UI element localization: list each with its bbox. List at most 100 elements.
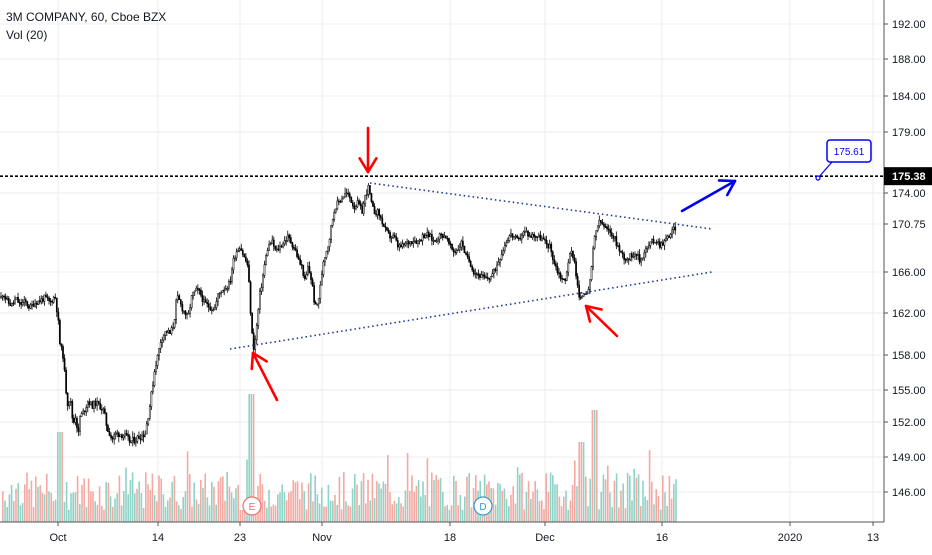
- candle-body: [322, 261, 325, 275]
- volume-bar: [101, 505, 103, 522]
- candle-body: [350, 197, 353, 203]
- volume-bar: [250, 394, 253, 522]
- candle-body: [97, 400, 100, 404]
- volume-bar: [378, 483, 380, 522]
- volume-bar: [263, 500, 266, 522]
- candle-body: [173, 319, 176, 328]
- candle-body: [406, 241, 408, 244]
- volume-bar: [283, 492, 286, 522]
- candle-body: [655, 241, 658, 244]
- volume-bar: [94, 501, 96, 522]
- earnings-badge[interactable]: E: [242, 496, 262, 516]
- candle-body: [54, 296, 57, 299]
- volume-bar: [268, 489, 270, 522]
- volume-bar: [48, 491, 50, 522]
- candle-body: [90, 401, 92, 405]
- volume-bar: [503, 488, 506, 522]
- volume-bar: [391, 504, 393, 522]
- candle-body: [68, 401, 71, 407]
- volume-bar: [402, 506, 404, 522]
- volume-bar: [158, 475, 160, 522]
- candle-body: [32, 303, 35, 307]
- candle-body: [328, 239, 331, 247]
- candle-body: [276, 248, 278, 251]
- volume-bar: [24, 484, 26, 522]
- volume-bar: [329, 500, 332, 522]
- volume-bar: [354, 473, 356, 522]
- volume-bar: [400, 503, 402, 522]
- candle-body: [274, 246, 277, 250]
- volume-bar: [536, 489, 539, 522]
- volume-bar: [202, 487, 204, 522]
- candle-body: [316, 303, 319, 306]
- volume-bar: [519, 474, 521, 522]
- volume-bar: [303, 491, 305, 522]
- volume-bar: [120, 505, 123, 522]
- time-axis[interactable]: Oct 14 23 Nov 18 Dec 16 2020 13: [0, 521, 884, 544]
- candle-body: [305, 274, 308, 279]
- candle-body: [195, 287, 198, 292]
- volume-bar: [406, 453, 409, 522]
- candle-body: [572, 251, 574, 258]
- candle-body: [412, 241, 415, 244]
- volume-bar: [134, 493, 136, 522]
- blue-arrow-projection: [680, 179, 737, 213]
- volume-bar: [565, 490, 567, 522]
- candle-body: [55, 297, 58, 313]
- volume-bar: [362, 473, 365, 522]
- candle-body: [6, 298, 9, 300]
- volume-bar: [327, 484, 330, 522]
- candle-body: [271, 239, 274, 245]
- candle-body: [338, 200, 340, 203]
- volume-bar: [195, 499, 198, 522]
- candle-body: [76, 417, 78, 428]
- volume-bar: [541, 500, 543, 522]
- candle-body: [589, 279, 591, 290]
- volume-bar: [182, 496, 184, 522]
- volume-bar: [81, 484, 83, 522]
- candle-body: [96, 400, 98, 406]
- candle-body: [21, 302, 24, 306]
- candle-body: [218, 292, 221, 295]
- candle-body: [355, 206, 357, 210]
- candle-body: [669, 233, 672, 238]
- volume-bar: [301, 482, 303, 522]
- candle-body: [71, 401, 74, 419]
- candle-body: [505, 242, 508, 246]
- candle-body: [582, 293, 585, 297]
- volume-bar: [582, 442, 585, 522]
- candle-body: [232, 257, 235, 271]
- candle-body: [63, 358, 66, 371]
- candle-body: [313, 285, 315, 303]
- volume-bar: [387, 455, 389, 522]
- volume-bar: [285, 500, 288, 522]
- candle-body: [141, 434, 143, 440]
- volume-bar: [622, 483, 624, 522]
- candle-body: [468, 256, 470, 262]
- price-axis[interactable]: 192.00 188.00 184.00 179.00 174.00 170.75 166.…: [883, 0, 932, 550]
- candle-body: [206, 302, 209, 304]
- candle-body: [454, 251, 456, 254]
- volume-bar: [138, 481, 140, 522]
- candle-body: [23, 299, 26, 303]
- candle-body: [519, 237, 522, 240]
- candle-body: [65, 369, 67, 394]
- volume-bar: [184, 491, 187, 522]
- volume-bar: [149, 489, 151, 522]
- volume-bar: [215, 504, 217, 522]
- candle-body: [486, 277, 489, 279]
- volume-bar: [666, 505, 668, 522]
- candle-body: [121, 434, 123, 439]
- candle-body: [139, 438, 142, 440]
- candle-body: [358, 200, 360, 204]
- volume-bar: [426, 458, 429, 522]
- candle-body: [339, 200, 342, 203]
- drawings: 175.61 E D: [0, 126, 884, 516]
- candle-body: [469, 261, 472, 267]
- candle-body: [215, 301, 218, 308]
- dividend-badge[interactable]: D: [473, 496, 493, 516]
- candle-body: [381, 217, 384, 225]
- candle-body: [52, 296, 55, 303]
